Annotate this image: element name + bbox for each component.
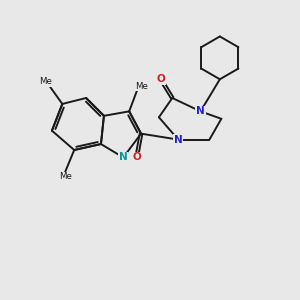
Text: Me: Me	[135, 82, 148, 91]
Text: N: N	[196, 106, 205, 116]
Text: O: O	[132, 152, 141, 162]
Text: H: H	[131, 154, 138, 164]
Text: Me: Me	[40, 77, 52, 86]
Text: O: O	[156, 74, 165, 84]
Text: Me: Me	[59, 172, 72, 181]
Text: N: N	[119, 152, 128, 162]
Text: N: N	[174, 135, 183, 145]
